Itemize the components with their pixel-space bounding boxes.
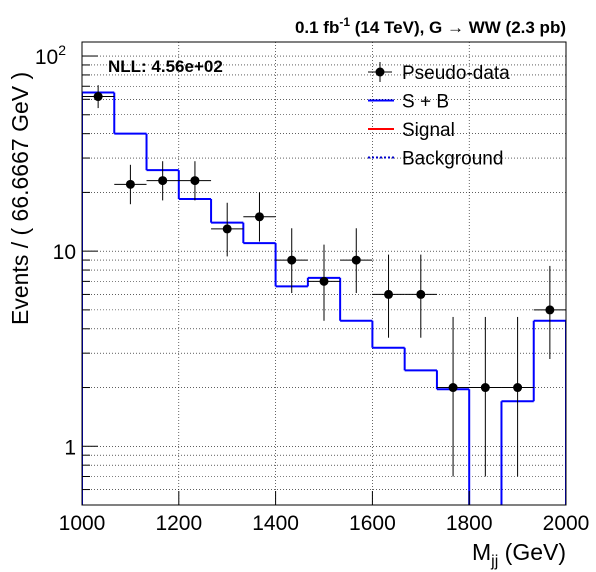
- data-point: [480, 383, 490, 393]
- data-point: [448, 383, 458, 393]
- data-point: [545, 305, 555, 315]
- data-point: [93, 92, 103, 102]
- data-point: [416, 289, 426, 299]
- data-point: [158, 176, 168, 186]
- frame: [81, 41, 567, 506]
- data-point: [513, 383, 523, 393]
- data-point: [351, 255, 361, 265]
- legend-label: S + B: [402, 92, 449, 113]
- x-tick-label: 1600: [349, 512, 396, 535]
- data-point: [319, 276, 329, 286]
- x-tick-label: 1400: [252, 512, 299, 535]
- x-tick-label: 1200: [155, 512, 202, 535]
- x-tick-label: 1000: [59, 512, 106, 535]
- legend-label: Signal: [402, 120, 455, 141]
- data-point: [190, 176, 200, 186]
- x-tick-label: 1800: [446, 512, 493, 535]
- plot-clip: [82, 42, 566, 505]
- data-point: [222, 224, 232, 234]
- y-tick-label: 102: [35, 42, 66, 69]
- legend-marker: [375, 67, 385, 77]
- y-axis-label: Events / ( 66.6667 GeV ): [7, 72, 33, 325]
- legend-label: Pseudo-data: [402, 63, 510, 84]
- x-axis-label: Mjj (GeV): [472, 539, 566, 570]
- y-tick-label: 10: [53, 241, 76, 264]
- data-point: [287, 255, 297, 265]
- x-tick-label: 2000: [543, 512, 590, 535]
- data-point: [384, 289, 394, 299]
- legend-label: Background: [402, 149, 503, 170]
- data-point: [254, 212, 264, 222]
- y-tick-label: 1: [64, 436, 76, 459]
- data-point: [125, 179, 135, 189]
- chart-title: 0.1 fb-1 (14 TeV), G → WW (2.3 pb): [295, 15, 566, 37]
- annotation: NLL: 4.56e+02: [108, 57, 223, 76]
- y-tick-label: 10: [35, 46, 58, 69]
- y-tick-exponent: 2: [58, 42, 66, 58]
